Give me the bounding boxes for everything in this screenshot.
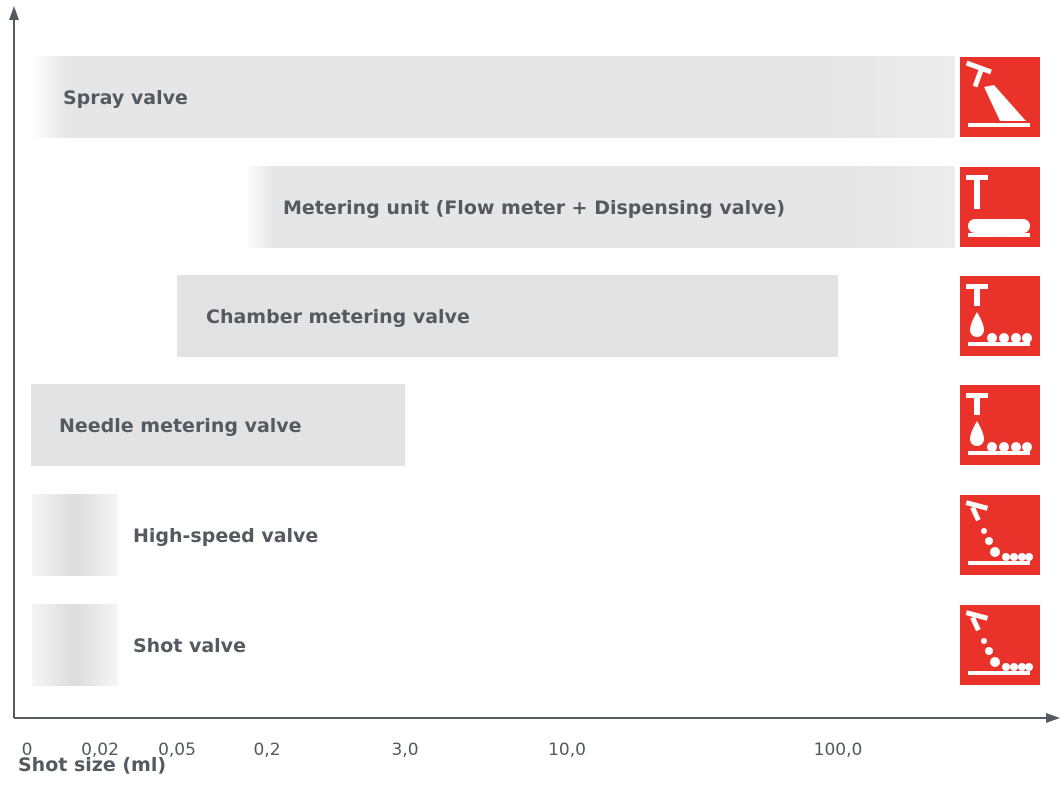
bar-label-shot-valve: Shot valve bbox=[133, 635, 246, 657]
x-tick-3-0: 3,0 bbox=[391, 740, 418, 760]
bar-label-high-speed-valve: High-speed valve bbox=[133, 525, 318, 547]
bar-label-spray-valve: Spray valve bbox=[63, 87, 188, 109]
x-axis-title: Shot size (ml) bbox=[18, 754, 166, 776]
bar-label-chamber-metering-valve: Chamber metering valve bbox=[206, 306, 470, 328]
bar-chamber-metering-valve bbox=[177, 275, 838, 357]
bar-spray-valve bbox=[31, 56, 955, 138]
x-tick-0-02: 0,02 bbox=[81, 740, 119, 760]
bar-label-metering-unit-flow-meter-dispensing-valve: Metering unit (Flow meter + Dispensing v… bbox=[283, 197, 785, 219]
bar-label-needle-metering-valve: Needle metering valve bbox=[59, 415, 302, 437]
x-axis-arrow bbox=[1046, 713, 1060, 723]
bar-high-speed-valve bbox=[32, 494, 118, 576]
bar-shot-valve bbox=[32, 604, 118, 686]
x-tick-0-05: 0,05 bbox=[158, 740, 196, 760]
high-speed-valve-icon bbox=[960, 495, 1040, 575]
x-tick-10-0: 10,0 bbox=[548, 740, 586, 760]
metering-unit-icon bbox=[960, 167, 1040, 247]
bar-needle-metering-valve bbox=[31, 384, 405, 466]
x-tick-labels: 0 0,02 0,05 0,2 3,0 10,0 100,0 bbox=[22, 740, 863, 760]
chamber-metering-valve-icon bbox=[960, 276, 1040, 356]
shot-valve-icon bbox=[960, 605, 1040, 685]
spray-valve-icon bbox=[960, 57, 1040, 137]
bars-layer: Spray valve Metering unit (Flow meter + D… bbox=[31, 56, 955, 686]
bar-metering-unit-flow-meter-dispensing-valve bbox=[245, 166, 955, 248]
x-tick-0-2: 0,2 bbox=[253, 740, 280, 760]
x-tick-100-0: 100,0 bbox=[814, 740, 863, 760]
icons-layer bbox=[960, 57, 1040, 685]
y-axis-arrow bbox=[9, 6, 19, 20]
x-tick-0: 0 bbox=[22, 740, 33, 760]
needle-metering-valve-icon bbox=[960, 385, 1040, 465]
